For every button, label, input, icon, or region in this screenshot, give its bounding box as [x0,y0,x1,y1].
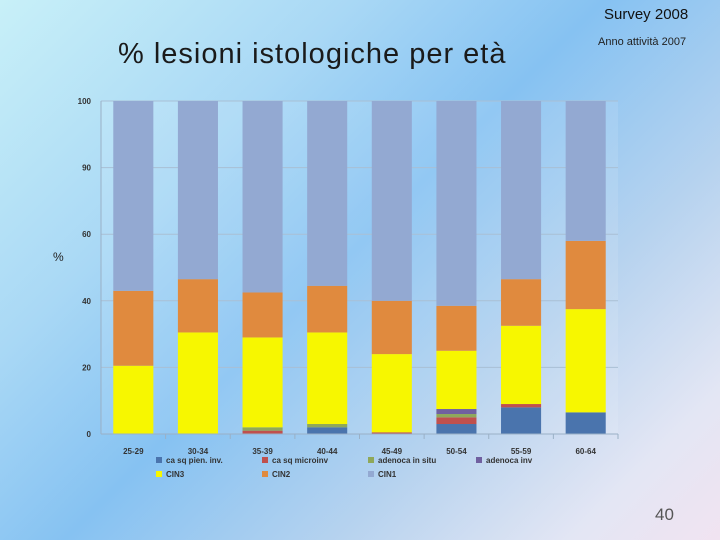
bar-segment [501,404,542,408]
bar-segment [436,414,477,418]
legend-label: CIN1 [378,470,397,479]
y-tick-label: 60 [82,230,91,239]
x-tick-label: 35-39 [252,447,273,456]
bar-segment [177,332,218,434]
page-number: 40 [655,505,674,524]
bar-segment [242,427,283,431]
bar-segment [177,101,218,280]
legend-swatch [156,457,162,463]
legend-swatch [368,471,374,477]
chart-title: % lesioni istologiche per età [118,38,507,70]
bar-segment [242,292,283,338]
legend-label: adenoca inv [486,456,533,465]
bar-segment [307,427,348,434]
bar-segment [501,279,542,326]
bar-segment [501,325,542,405]
legend-swatch [262,457,268,463]
bar-segment [565,240,606,310]
x-tick-label: 60-64 [575,447,596,456]
x-tick-label: 30-34 [188,447,209,456]
y-tick-label: 20 [82,363,91,372]
bar-segment [436,424,477,434]
x-tick-label: 25-29 [123,447,144,456]
legend-label: ca sq microinv [272,456,329,465]
bar-segment [436,101,477,306]
bar-segment [242,101,283,293]
x-tick-label: 50-54 [446,447,467,456]
bar-segment [371,101,412,301]
bar-segment [436,350,477,410]
bar-segment [242,430,283,434]
bar-segment [113,365,154,434]
bar-segment [501,101,542,280]
bar-segment [113,290,154,366]
x-tick-label: 40-44 [317,447,338,456]
bar-segment [371,432,412,434]
legend-label: adenoca in situ [378,456,436,465]
bar-segment [565,309,606,413]
bar-segment [307,332,348,425]
y-tick-label: 90 [82,164,91,173]
legend-label: CIN3 [166,470,185,479]
bar-segment [307,101,348,286]
y-tick-label: 100 [78,97,92,106]
legend-swatch [156,471,162,477]
legend-label: ca sq pien. inv. [166,456,223,465]
bar-segment [501,407,542,434]
legend-swatch [262,471,268,477]
x-tick-label: 55-59 [511,447,532,456]
bar-segment [177,279,218,333]
survey-title: Survey 2008 [604,6,689,23]
y-tick-label: 0 [87,430,92,439]
legend-swatch [476,457,482,463]
legend-label: CIN2 [272,470,291,479]
bar-segment [436,305,477,351]
survey-subtitle: Anno attività 2007 [598,36,687,48]
bar-segment [565,412,606,434]
bar-segment [307,424,348,428]
bar-segment [307,285,348,333]
bar-segment [436,417,477,425]
bar-segment [371,300,412,355]
bar-segment [371,354,412,433]
x-tick-label: 45-49 [382,447,403,456]
legend-swatch [368,457,374,463]
bar-segment [565,101,606,241]
y-axis-label: % [53,250,64,264]
y-tick-label: 40 [82,297,91,306]
bar-segment [242,337,283,428]
bar-segment [113,101,154,291]
bar-segment [436,409,477,415]
